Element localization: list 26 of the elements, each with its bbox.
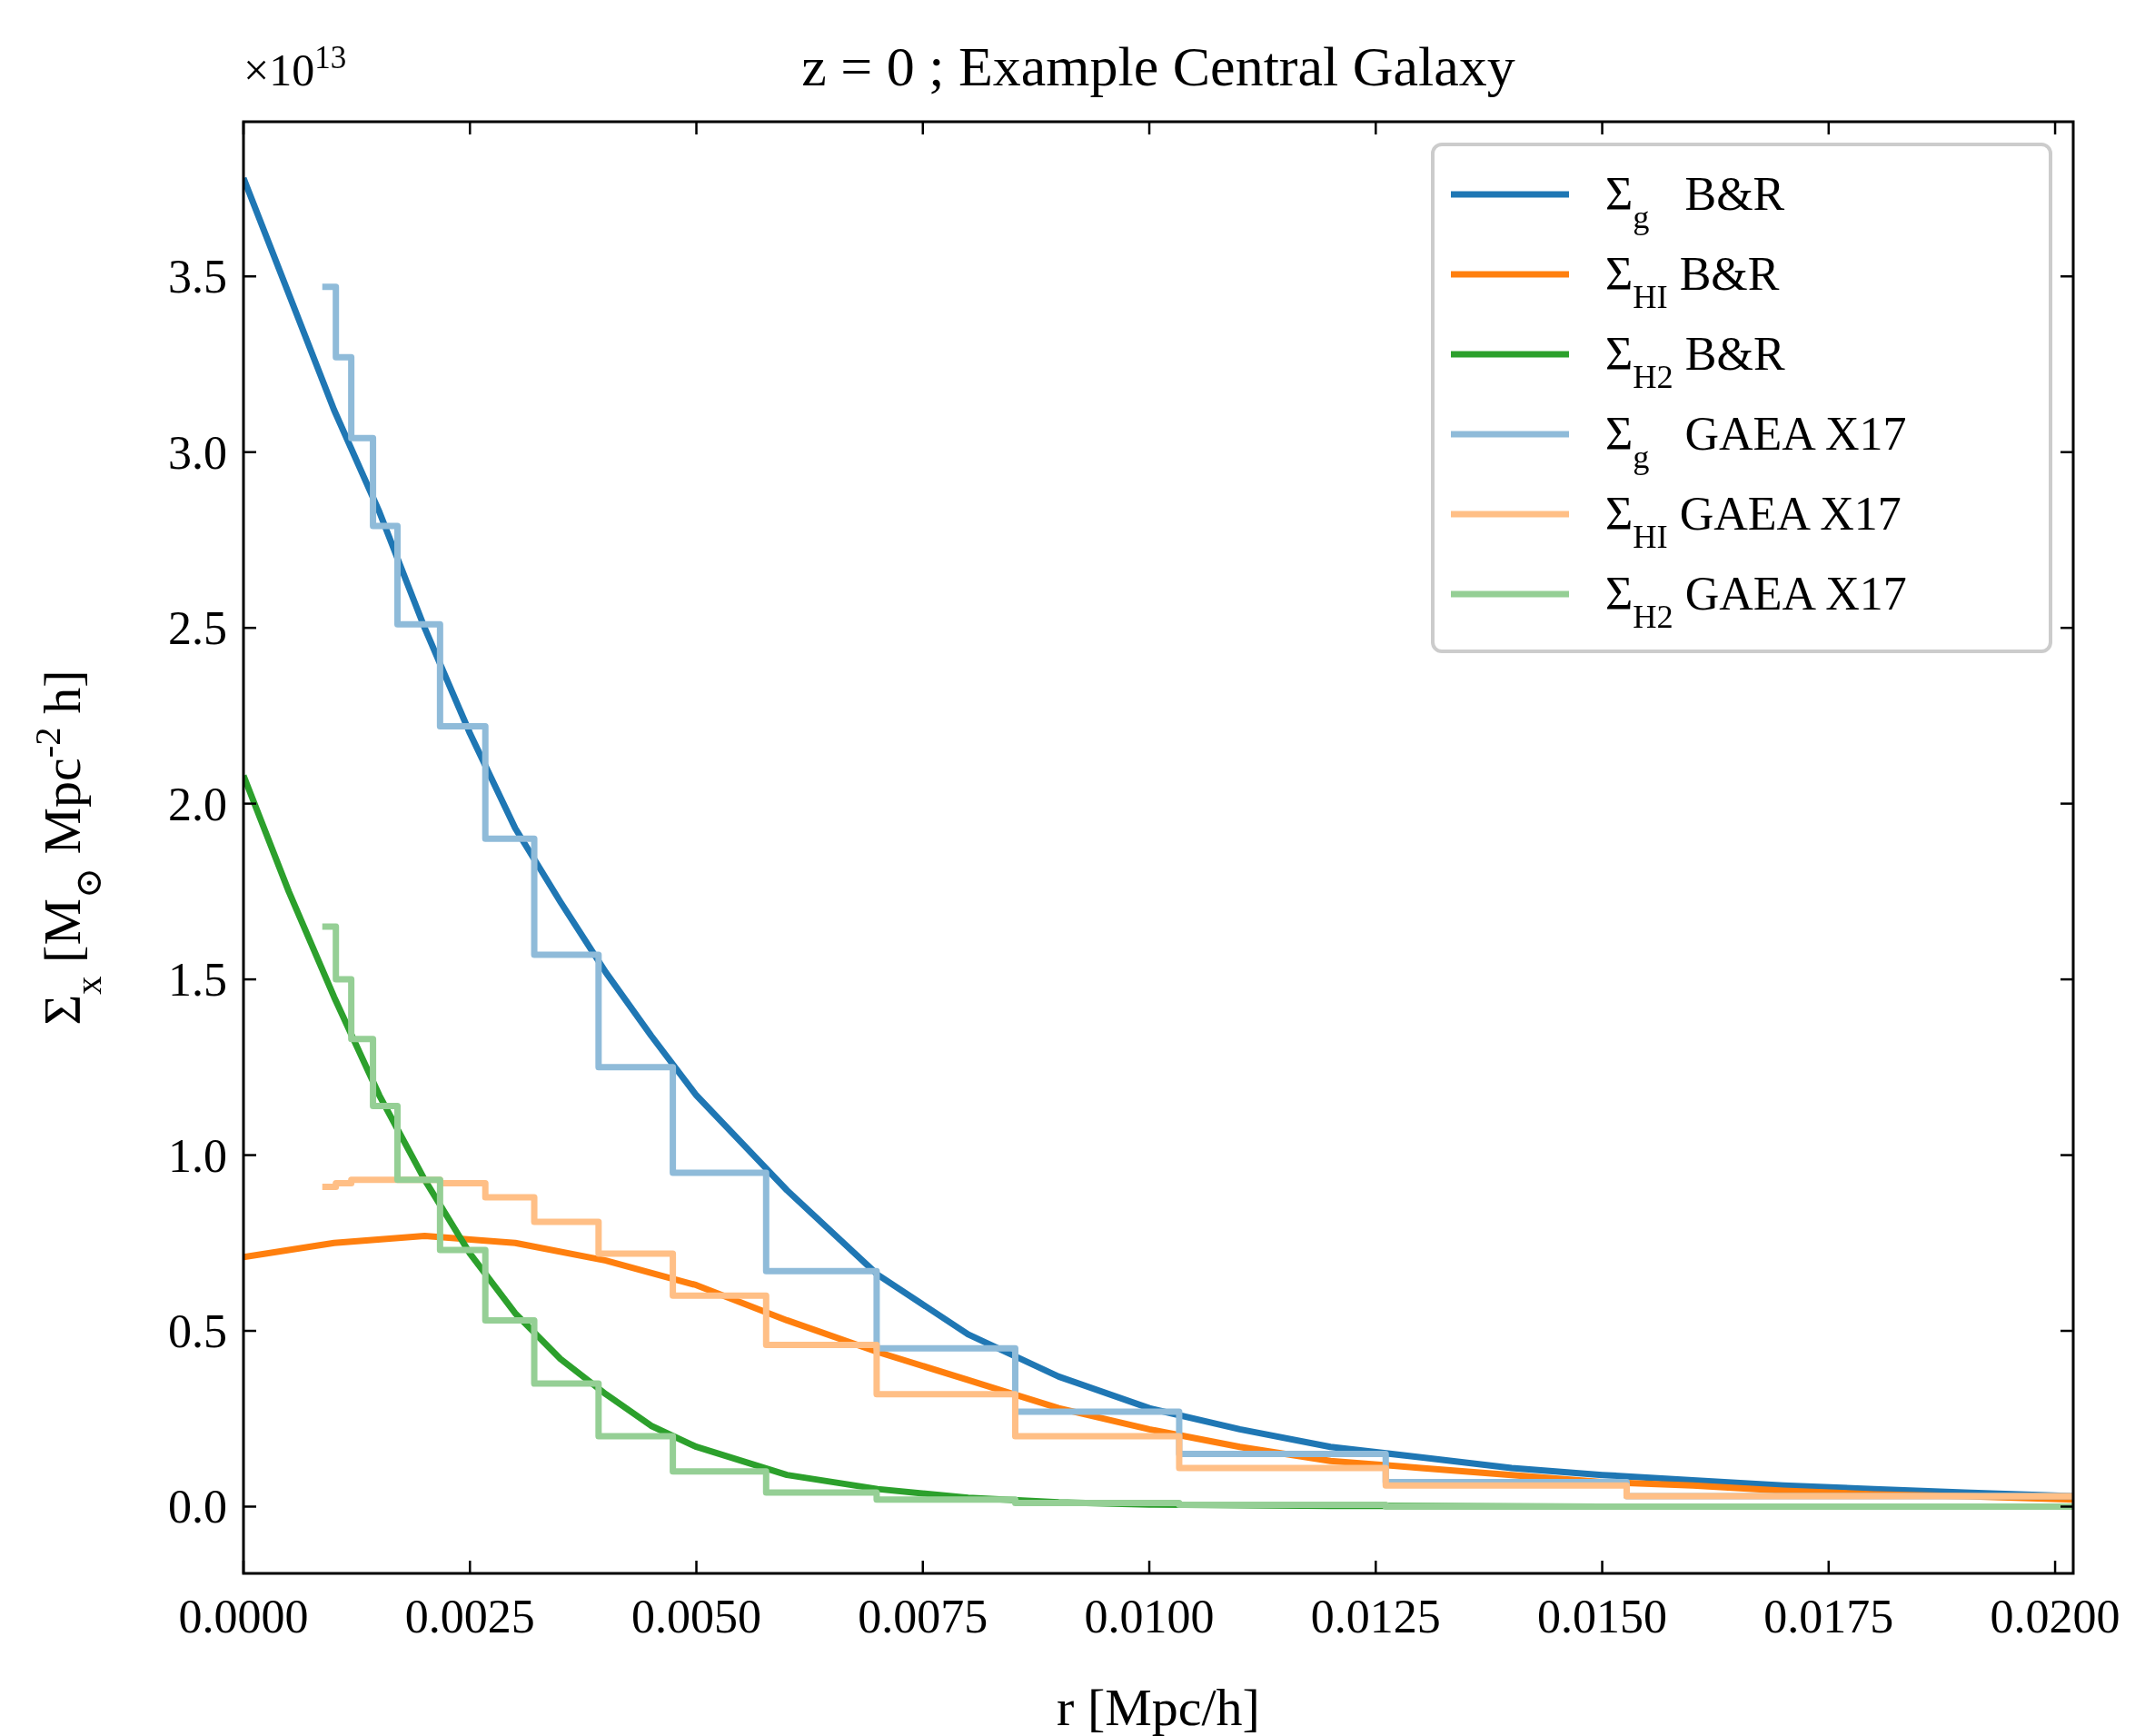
text: ×10$^{13}$ — [243, 39, 347, 95]
y-tick-label: 3.0 — [168, 426, 227, 479]
y-tick-label: 2.0 — [168, 778, 227, 830]
x-tick-label: 0.0175 — [1763, 1591, 1894, 1642]
x-tick-label: 0.0125 — [1310, 1591, 1441, 1642]
legend-label: Σ$_{g}$ B&R — [1605, 168, 1785, 235]
chart-title: z = 0 ; Example Central Galaxy — [801, 35, 1515, 97]
legend-label: Σ$_{H2}$ B&R — [1605, 328, 1785, 395]
y-tick-label: 0.5 — [168, 1305, 227, 1358]
x-tick-label: 0.0050 — [631, 1591, 762, 1642]
legend-label: Σ$_{H2}$ GAEA X17 — [1605, 568, 1907, 635]
x-tick-label: 0.0100 — [1084, 1591, 1215, 1642]
y-tick-label: 3.5 — [168, 251, 227, 303]
legend-label: Σ$_{g}$ GAEA X17 — [1605, 408, 1907, 475]
x-axis-title: r [Mpc/h] — [1057, 1678, 1260, 1736]
x-tick-label: 0.0150 — [1537, 1591, 1668, 1642]
y-tick-label: 2.5 — [168, 602, 227, 655]
y-tick-label: 0.0 — [168, 1481, 227, 1533]
x-tick-label: 0.0200 — [1990, 1591, 2120, 1642]
y-tick-label: 1.0 — [168, 1129, 227, 1182]
x-tick-label: 0.0075 — [858, 1591, 988, 1642]
x-tick-label: 0.0000 — [178, 1591, 309, 1642]
legend-label: Σ$_{HI}$ B&R — [1605, 248, 1780, 315]
legend-label: Σ$_{HI}$ GAEA X17 — [1605, 488, 1902, 555]
x-tick-label: 0.0025 — [404, 1591, 535, 1642]
y-tick-label: 1.5 — [168, 954, 227, 1007]
